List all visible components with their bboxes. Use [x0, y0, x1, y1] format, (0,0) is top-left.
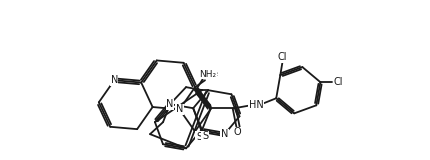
Text: NH₂: NH₂ [201, 69, 218, 78]
Text: O: O [233, 127, 240, 137]
Text: S: S [196, 132, 202, 142]
Text: Cl: Cl [277, 52, 286, 62]
Text: N: N [220, 129, 227, 139]
Text: N: N [166, 99, 173, 109]
Text: N: N [175, 104, 183, 114]
Text: NH₂: NH₂ [199, 70, 216, 79]
Text: N: N [111, 75, 118, 85]
Text: HN: HN [249, 100, 263, 110]
Text: S: S [202, 131, 208, 141]
Text: Cl: Cl [333, 77, 342, 87]
